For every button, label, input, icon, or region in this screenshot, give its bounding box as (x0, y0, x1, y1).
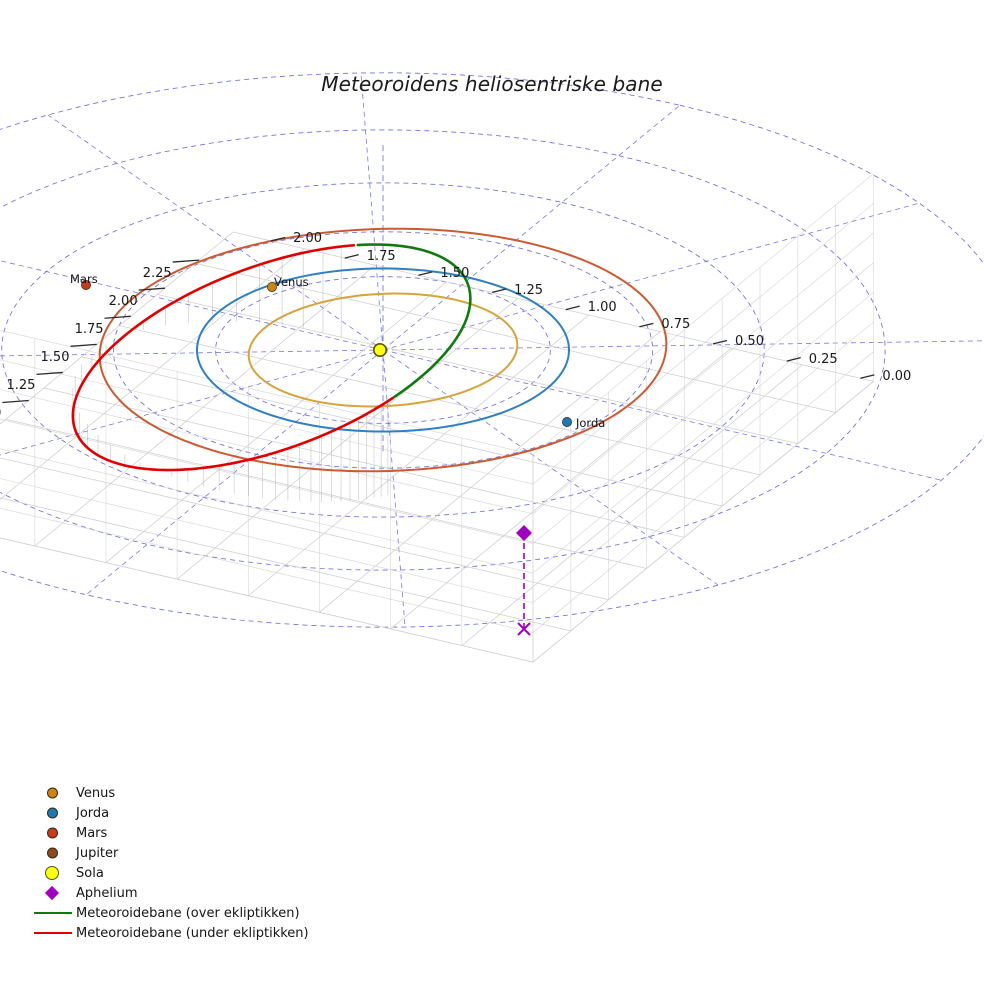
line-icon (34, 912, 72, 915)
axis-tick-label: 1.50 (440, 265, 470, 281)
diamond-icon (44, 885, 60, 901)
legend-item[interactable]: Jupiter (30, 843, 330, 863)
circle-icon (47, 807, 58, 819)
legend-label: Jorda (76, 805, 110, 821)
circle-icon (47, 827, 58, 839)
legend-label: Sola (76, 865, 104, 881)
legend-label: Aphelium (76, 885, 138, 901)
axis-tick-label: 2.25 (142, 266, 172, 282)
axis-tick-label: 1.75 (74, 322, 104, 338)
circle-icon (47, 787, 58, 799)
body-markers (81, 280, 572, 636)
legend-label: Jupiter (76, 845, 119, 861)
legend-label: Meteoroidebane (under ekliptikken) (76, 925, 309, 941)
axis-tick-label: 2.00 (108, 294, 138, 310)
axis-ticks (2, 236, 875, 404)
legend-item[interactable]: Meteoroidebane (over ekliptikken) (30, 903, 330, 923)
legend-marker-mars (30, 823, 76, 843)
legend-label: Meteoroidebane (over ekliptikken) (76, 905, 300, 921)
axes-pane-grid (0, 173, 874, 663)
legend-label: Venus (76, 785, 116, 801)
legend-marker-jorda (30, 803, 76, 823)
legend-item[interactable]: Mars (30, 823, 330, 843)
legend-marker-meteoroidebane (30, 923, 76, 943)
axis-tick-label: 1.75 (366, 248, 396, 264)
meteoroid-orbit (71, 243, 472, 472)
axis-tick-label: 0.50 (735, 334, 764, 350)
legend: Venus Jorda Mars Jupiter Sola Aphelium Meteoro… (30, 783, 330, 943)
axis-tick-label: 0.75 (661, 317, 691, 333)
body-label-venus: Venus (274, 275, 309, 289)
legend-marker-aphelium (30, 883, 76, 903)
legend-item[interactable]: Jorda (30, 803, 330, 823)
circle-icon (47, 847, 58, 859)
page-title: Meteoroidens heliosentriske bane (321, 72, 663, 96)
projection-stems (72, 246, 389, 502)
axis-tick-label: 1.00 (0, 406, 1, 421)
legend-item[interactable]: Sola (30, 863, 330, 883)
axis-tick-label: 1.50 (40, 350, 70, 366)
legend-item[interactable]: Venus (30, 783, 330, 803)
body-label-mars: Mars (70, 272, 98, 286)
circle-icon (45, 866, 59, 880)
line-icon (34, 932, 72, 935)
legend-label: Mars (76, 825, 108, 841)
axis-tick-label: 0.25 (808, 351, 838, 367)
axis-tick-label: 1.00 (587, 300, 617, 316)
legend-marker-meteoroidebane (30, 903, 76, 923)
legend-item[interactable]: Aphelium (30, 883, 330, 903)
axis-tick-label: 1.25 (6, 378, 36, 394)
axis-tick-label: 2.00 (293, 231, 323, 247)
polar-reference-grid (0, 72, 984, 628)
legend-marker-venus (30, 783, 76, 803)
axis-tick-label: 1.25 (514, 282, 544, 298)
legend-marker-jupiter (30, 843, 76, 863)
legend-item[interactable]: Meteoroidebane (under ekliptikken) (30, 923, 330, 943)
legend-marker-sola (30, 863, 76, 883)
body-label-jorda: Jorda (576, 416, 606, 430)
axis-tick-label: 0.00 (882, 368, 912, 384)
